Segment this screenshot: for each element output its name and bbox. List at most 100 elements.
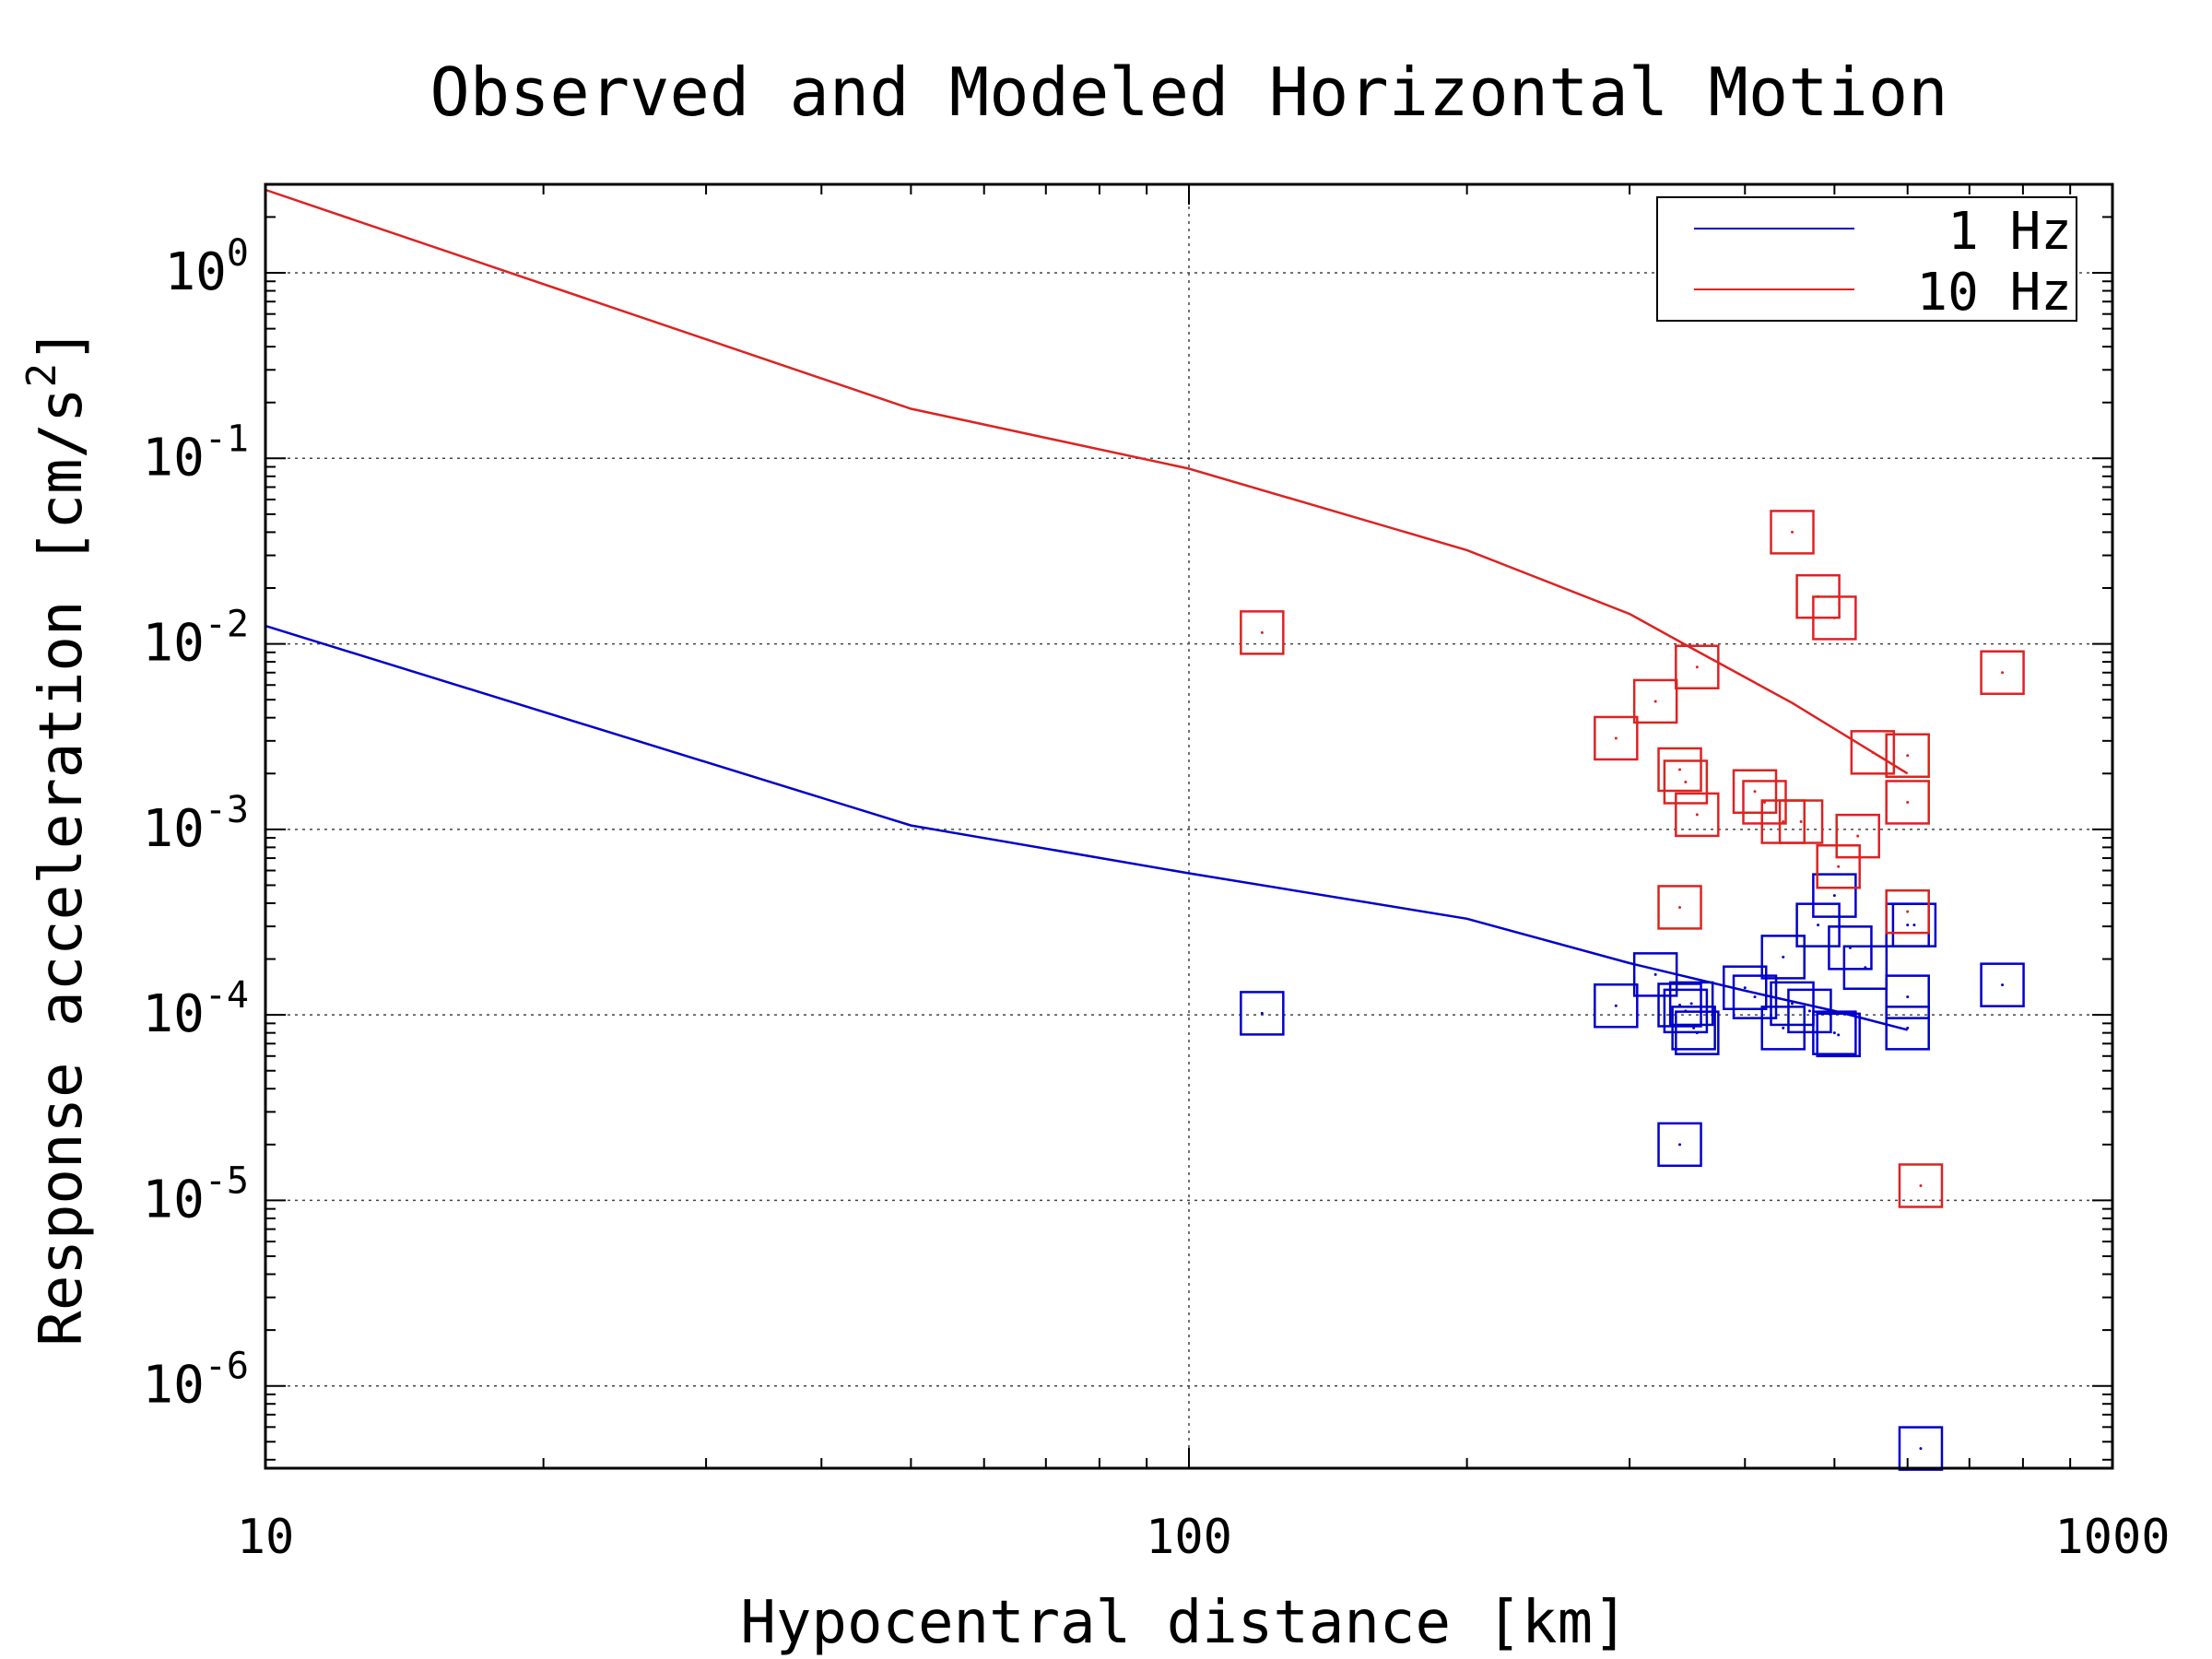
- marker-square: [1770, 510, 1815, 555]
- model-line-10hz: [265, 188, 1909, 775]
- marker-square: [1891, 902, 1937, 947]
- marker-square: [1760, 1006, 1806, 1051]
- observation-marker-10hz: [1812, 595, 1857, 641]
- marker-square: [1885, 974, 1930, 1019]
- marker-square: [1980, 962, 2025, 1007]
- observation-marker-1hz: [1657, 1122, 1702, 1168]
- observation-marker-1hz: [1891, 902, 1937, 947]
- marker-square: [1663, 759, 1709, 805]
- marker-square: [1828, 925, 1873, 971]
- observation-marker-10hz: [1898, 1163, 1944, 1208]
- x-tick-label: 1000: [2054, 1510, 2170, 1565]
- marker-center-dot: [1743, 986, 1747, 990]
- marker-center-dot: [1695, 665, 1699, 669]
- y-tick-label: 10-2: [142, 604, 249, 674]
- marker-center-dot: [1832, 894, 1836, 898]
- observation-marker-10hz: [1760, 799, 1806, 844]
- marker-center-dot: [1906, 924, 1910, 927]
- observation-marker-10hz: [1885, 780, 1930, 825]
- observation-marker-10hz: [1732, 769, 1778, 815]
- marker-center-dot: [1782, 1026, 1785, 1030]
- observation-marker-1hz: [1828, 925, 1873, 971]
- observation-markers: [1240, 510, 2025, 1471]
- marker-center-dot: [1614, 736, 1618, 740]
- marker-square: [1657, 747, 1702, 793]
- marker-center-dot: [1837, 865, 1841, 868]
- marker-square: [1885, 733, 1930, 779]
- marker-center-dot: [1782, 820, 1785, 824]
- y-tick-label-base: 10: [164, 242, 226, 302]
- marker-center-dot: [1695, 1031, 1699, 1035]
- marker-square: [1671, 1006, 1716, 1051]
- marker-center-dot: [1906, 800, 1910, 804]
- model-lines: [265, 188, 1909, 1031]
- observation-marker-1hz: [1885, 1006, 1930, 1051]
- observation-marker-1hz: [1732, 974, 1778, 1019]
- y-tick-label-base: 10: [142, 428, 204, 488]
- marker-square: [1675, 644, 1720, 689]
- observation-marker-10hz: [1778, 799, 1824, 844]
- y-tick-label-base: 10: [142, 984, 204, 1044]
- observation-marker-1hz: [1795, 902, 1841, 947]
- legend-label-10hz: 10 Hz: [1916, 263, 2072, 323]
- marker-center-dot: [1791, 1002, 1794, 1006]
- observation-marker-1hz: [1240, 991, 1285, 1036]
- marker-square: [1778, 799, 1824, 844]
- marker-square: [1885, 888, 1930, 935]
- marker-square: [1842, 945, 1888, 991]
- chart-title: Observed and Modeled Horizontal Motion: [429, 53, 1947, 131]
- legend: 1 Hz 10 Hz: [1656, 196, 2077, 323]
- marker-center-dot: [1871, 750, 1875, 754]
- marker-center-dot: [1782, 955, 1785, 959]
- marker-square: [1723, 965, 1768, 1010]
- observation-marker-1hz: [1594, 982, 1639, 1029]
- marker-square: [1898, 1163, 1944, 1208]
- marker-center-dot: [1753, 790, 1757, 794]
- marker-center-dot: [1678, 1143, 1682, 1147]
- observation-marker-10hz: [1675, 644, 1720, 689]
- marker-center-dot: [1678, 768, 1682, 771]
- marker-square: [1885, 1006, 1930, 1051]
- observation-marker-1hz: [1675, 1010, 1720, 1055]
- y-tick-label: 10-5: [142, 1159, 249, 1230]
- observation-marker-10hz: [1663, 759, 1709, 805]
- y-tick-label-base: 10: [142, 1170, 204, 1230]
- observation-marker-1hz: [1723, 965, 1768, 1010]
- marker-square: [1675, 1010, 1720, 1055]
- marker-center-dot: [1919, 1447, 1923, 1451]
- marker-center-dot: [1906, 1026, 1910, 1030]
- marker-center-dot: [1906, 910, 1910, 913]
- plot-frame: [264, 182, 2114, 1470]
- x-tick-label: 100: [1146, 1510, 1232, 1565]
- marker-center-dot: [2001, 671, 2005, 675]
- observation-marker-1hz: [1898, 1426, 1944, 1471]
- observation-marker-10hz: [1835, 813, 1880, 859]
- observation-marker-1hz: [1842, 945, 1888, 991]
- marker-square: [1657, 982, 1702, 1028]
- observation-marker-10hz: [1816, 844, 1861, 889]
- observation-marker-10hz: [1657, 885, 1702, 930]
- observation-marker-1hz: [1816, 1012, 1861, 1058]
- y-tick-label-exponent: -2: [205, 604, 249, 646]
- observation-marker-1hz: [1812, 873, 1857, 918]
- marker-square: [1594, 715, 1639, 761]
- y-tick-label: 10-3: [142, 789, 249, 859]
- y-axis-label-tail: ]: [28, 327, 96, 363]
- observation-marker-1hz: [1632, 952, 1678, 997]
- marker-square: [1668, 981, 1714, 1027]
- observation-marker-10hz: [1594, 715, 1639, 761]
- y-tick-label-exponent: -3: [205, 789, 249, 831]
- marker-center-dot: [1906, 754, 1910, 758]
- observation-marker-1hz: [1812, 1010, 1857, 1055]
- marker-center-dot: [1817, 924, 1820, 927]
- observation-marker-1hz: [1668, 981, 1714, 1027]
- marker-center-dot: [1906, 995, 1910, 999]
- marker-center-dot: [1912, 924, 1916, 927]
- observation-marker-10hz: [1632, 678, 1678, 724]
- x-tick-label: 10: [237, 1510, 295, 1565]
- legend-label-1hz: 1 Hz: [1947, 202, 2072, 262]
- y-tick-label-exponent: -6: [205, 1346, 249, 1388]
- marker-center-dot: [1684, 780, 1688, 783]
